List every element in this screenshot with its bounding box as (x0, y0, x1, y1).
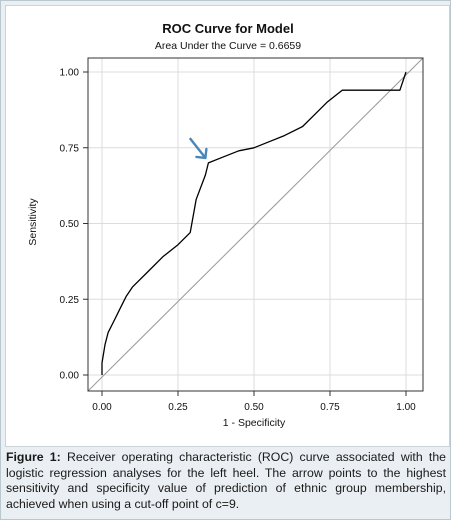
x-axis-label: 1 - Specificity (223, 417, 286, 429)
y-tick-label: 0.00 (60, 371, 80, 382)
arrow-head (195, 147, 208, 160)
chart-subtitle: Area Under the Curve = 0.6659 (155, 40, 301, 52)
chart-title: ROC Curve for Model (162, 21, 293, 36)
y-tick-label: 0.75 (60, 143, 80, 154)
x-tick-label: 1.00 (396, 402, 416, 413)
diagonal-line (87, 57, 424, 392)
x-tick-label: 0.00 (92, 402, 112, 413)
roc-curve (101, 71, 407, 375)
roc-curve-line (101, 71, 407, 375)
axis-ticks: 0.00 0.25 0.50 0.75 1.00 0.00 0.25 0.50 0.75 1.00 (60, 68, 417, 414)
y-tick-label: 0.50 (60, 219, 80, 230)
caption-text: Receiver operating characteristic (ROC) … (6, 450, 446, 511)
roc-chart: ROC Curve for Model Area Under the Curve… (27, 21, 424, 429)
reference-diagonal (87, 57, 424, 392)
optimal-point-arrow (189, 137, 208, 160)
y-tick-label: 1.00 (60, 68, 80, 79)
plot-frame (87, 57, 424, 392)
x-tick-label: 0.25 (168, 402, 188, 413)
figure-caption: Figure 1: Receiver operating characteris… (6, 450, 446, 512)
arrow-shaft (189, 137, 207, 160)
y-axis-label: Sensitivity (27, 198, 39, 246)
y-tick-label: 0.25 (60, 295, 80, 306)
caption-label: Figure 1: (6, 450, 61, 464)
x-tick-label: 0.50 (244, 402, 264, 413)
x-tick-label: 0.75 (320, 402, 340, 413)
chart-panel: ROC Curve for Model Area Under the Curve… (5, 5, 450, 447)
